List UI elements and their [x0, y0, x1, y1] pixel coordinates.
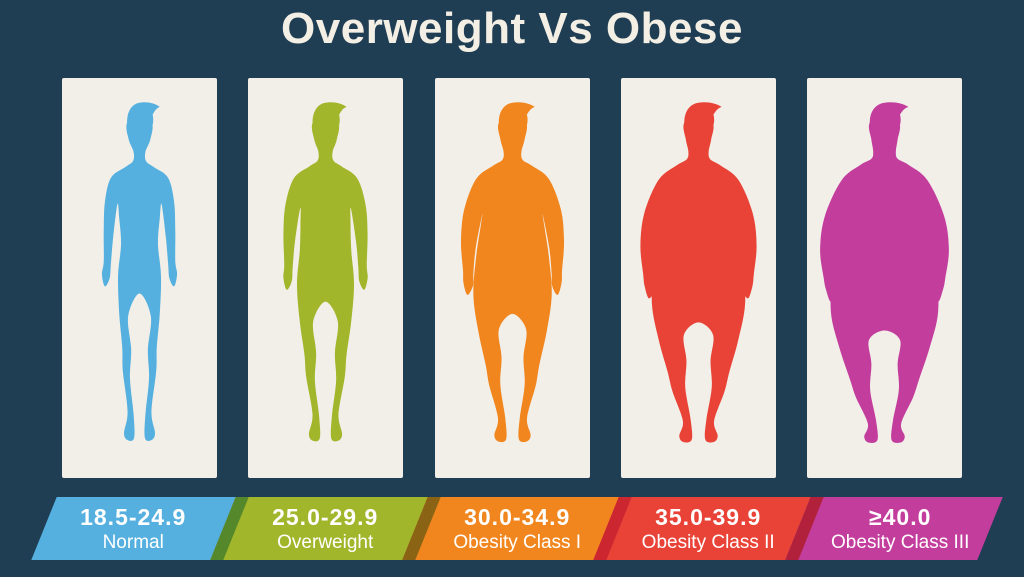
bmi-range-label: Obesity Class I: [453, 531, 581, 553]
bmi-range-segment-obesity-class-3: ≥40.0 Obesity Class III: [785, 497, 1003, 560]
bmi-range-banner: 18.5-24.9 Normal 25.0-29.9 Overweight 30…: [31, 497, 1003, 560]
bmi-card-obesity-class-2: [620, 78, 776, 478]
bmi-range-label: Obesity Class III: [831, 531, 970, 553]
obese-class2-body-silhouette: [640, 102, 757, 443]
bmi-range-segment-overweight: 25.0-29.9 Overweight: [210, 497, 428, 560]
slim-body-silhouette: [101, 102, 178, 441]
bmi-range-segment-obesity-class-2: 35.0-39.9 Obesity Class II: [593, 497, 811, 560]
page-title: Overweight Vs Obese: [281, 4, 743, 53]
bmi-range-value: 35.0-39.9: [655, 503, 762, 530]
bmi-range-value: 30.0-34.9: [463, 503, 571, 530]
bmi-range-segment-obesity-class-1: 30.0-34.9 Obesity Class I: [401, 497, 620, 560]
bmi-range-value: 18.5-24.9: [80, 503, 187, 530]
bmi-card-normal: [62, 78, 217, 478]
bmi-range-label: Overweight: [277, 531, 374, 553]
figure-cards-row: [62, 78, 962, 478]
overweight-body-silhouette: [283, 102, 369, 442]
obese-class3-body-silhouette: [820, 102, 949, 443]
bmi-card-obesity-class-3: [807, 78, 962, 478]
bmi-range-label: Normal: [102, 531, 165, 553]
bmi-range-label: Obesity Class II: [642, 531, 776, 553]
bmi-range-segment-normal: 18.5-24.9 Normal: [31, 497, 236, 560]
bmi-card-overweight: [248, 78, 404, 478]
obese-class1-body-silhouette: [460, 102, 564, 443]
bmi-range-value: ≥40.0: [869, 503, 932, 530]
bmi-card-obesity-class-1: [434, 78, 590, 478]
bmi-range-value: 25.0-29.9: [272, 503, 379, 530]
